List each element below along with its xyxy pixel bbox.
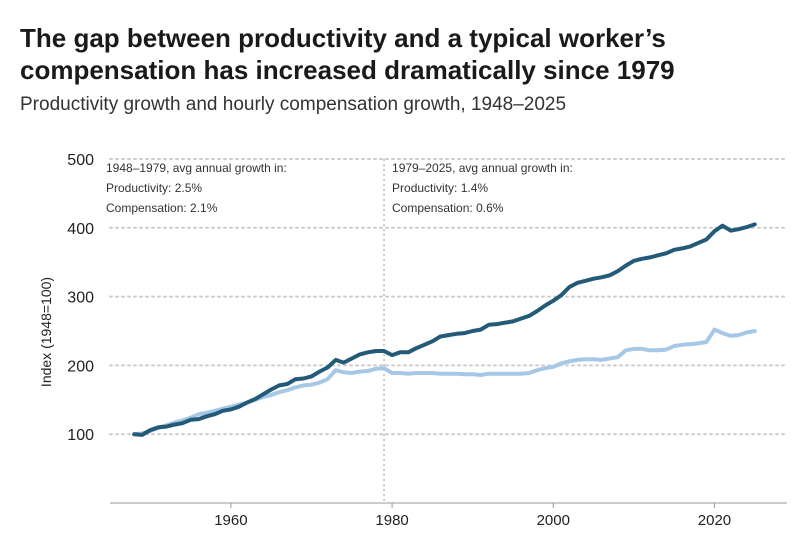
y-tick-label: 500: [67, 152, 94, 169]
compensation-series-line: [132, 327, 757, 437]
title-line-2: compensation has increased dramatically …: [20, 55, 675, 85]
annotation-2-line-1: 1979–2025, avg annual growth in:: [392, 161, 573, 175]
x-tick-label: 2000: [537, 512, 570, 529]
y-axis-label: Index (1948=100): [38, 277, 54, 387]
chart-subtitle: Productivity growth and hourly compensat…: [20, 94, 567, 115]
annotation-1-line-1: 1948–1979, avg annual growth in:: [106, 161, 287, 175]
annotation-2-line-3: Compensation: 0.6%: [392, 201, 504, 215]
x-tick-label: 2020: [698, 512, 731, 529]
annotation-1-line-2: Productivity: 2.5%: [106, 181, 202, 195]
annotation-2-line-2: Productivity: 1.4%: [392, 181, 488, 195]
y-tick-label: 400: [67, 221, 94, 238]
y-tick-label: 200: [67, 358, 94, 375]
chart-title: The gap between productivity and a typic…: [20, 22, 780, 86]
y-tick-label: 300: [67, 290, 94, 307]
x-tick-label: 1980: [375, 512, 408, 529]
title-line-1: The gap between productivity and a typic…: [20, 23, 666, 53]
productivity-series-line: [132, 222, 757, 437]
y-tick-label: 100: [67, 427, 94, 444]
x-tick-label: 1960: [214, 512, 247, 529]
annotation-1-line-3: Compensation: 2.1%: [106, 201, 218, 215]
